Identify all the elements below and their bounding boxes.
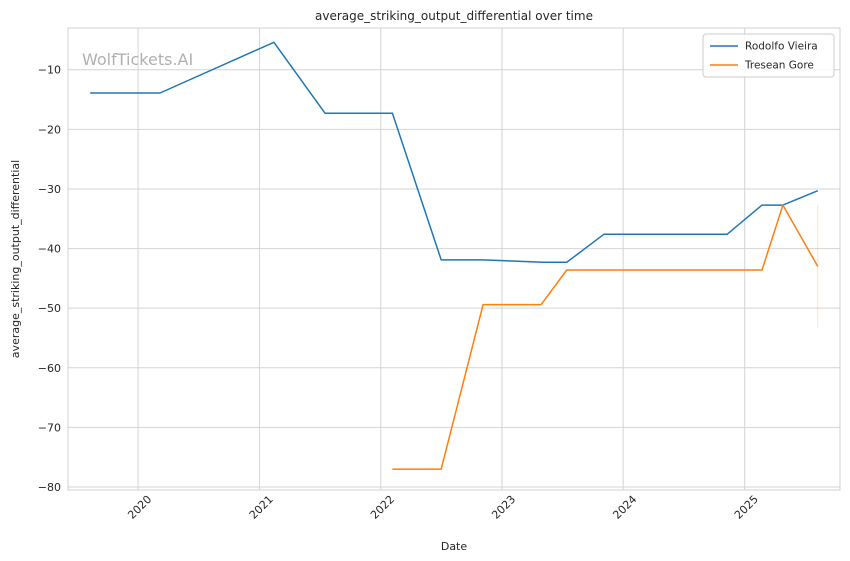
y-tick-label: −70: [38, 421, 61, 434]
y-tick-label: −20: [38, 123, 61, 136]
x-axis-label: Date: [441, 540, 468, 553]
grid-lines: [68, 28, 840, 490]
y-tick-label: −40: [38, 243, 61, 256]
y-tick-label: −50: [38, 302, 61, 315]
y-tick-label: −80: [38, 481, 61, 494]
series-line-rodolfo-vieira: [90, 41, 819, 264]
y-tick-label: −30: [38, 183, 61, 196]
series-line-tresean-gore: [392, 204, 819, 470]
plot-frame: [67, 27, 841, 491]
y-tick-label: −10: [38, 64, 61, 77]
legend-box: [702, 33, 835, 78]
series-lines: [90, 41, 819, 470]
y-axis-label: average_striking_output_differential: [9, 160, 22, 358]
y-tick-label: −60: [38, 362, 61, 375]
chart-title: average_striking_output_differential ove…: [315, 9, 593, 23]
legend-label-rodolfo-vieira: Rodolfo Vieira: [745, 41, 818, 53]
watermark: WolfTickets.AI: [82, 50, 193, 69]
legend: Rodolfo Vieira Tresean Gore: [702, 33, 835, 78]
legend-label-tresean-gore: Tresean Gore: [744, 60, 814, 72]
